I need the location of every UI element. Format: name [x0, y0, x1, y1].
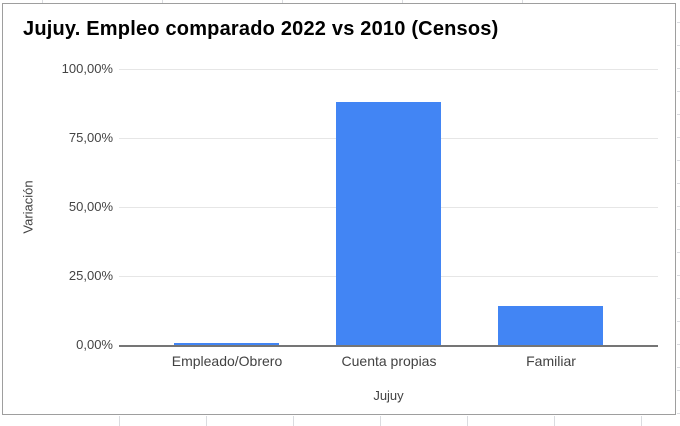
y-axis-tick-label: 0,00%: [76, 337, 113, 352]
bar-familiar: [498, 306, 603, 345]
y-axis-tick-label: 50,00%: [68, 199, 113, 214]
x-axis-title: Jujuy: [373, 388, 404, 403]
spreadsheet-gridline-right: [677, 0, 680, 426]
x-axis-baseline: [119, 345, 658, 347]
bar-empleado-obrero: [174, 343, 279, 345]
gridline: [119, 69, 658, 70]
spreadsheet-gridline-top: [0, 0, 680, 3]
bar-cuenta-propias: [336, 102, 441, 345]
chart-title: Jujuy. Empleo comparado 2022 vs 2010 (Ce…: [23, 18, 499, 40]
bar-chart: Jujuy. Empleo comparado 2022 vs 2010 (Ce…: [2, 3, 676, 415]
y-axis-tick-label: 100,00%: [61, 61, 113, 76]
x-axis-category-label: Familiar: [526, 353, 576, 369]
plot-area: [119, 69, 658, 347]
y-axis-tick-label: 75,00%: [68, 130, 113, 145]
x-axis-category-label: Cuenta propias: [341, 353, 437, 369]
spreadsheet-gridline-bottom: [0, 416, 680, 426]
x-axis-category-label: Empleado/Obrero: [171, 353, 283, 369]
y-axis-tick-label: 25,00%: [68, 268, 113, 283]
